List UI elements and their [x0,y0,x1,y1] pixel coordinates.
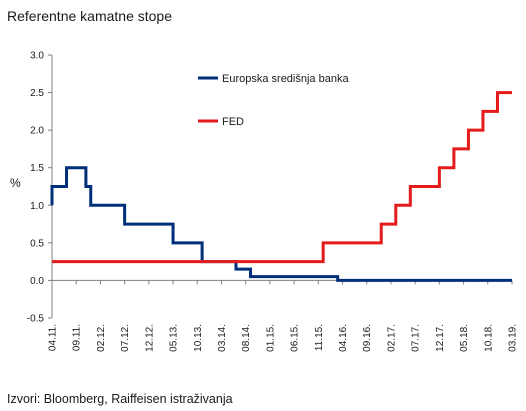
x-tick-label: 09.16. [362,324,373,352]
y-axis: 3.0 2.5 2.0 1.5 1.0 0.5 0.0 -0.5 [27,51,53,325]
x-tick-label: 04.16. [338,324,349,352]
x-tick-label: 02.12. [96,324,107,352]
legend-entry: FED [222,116,244,128]
series-layer [50,91,512,282]
x-tick-label: 12.12. [144,324,155,352]
x-tick-label: 09.11. [72,324,83,351]
y-tick-label: 2.0 [30,126,44,137]
legend-bg [193,69,351,86]
source-note: Izvori: Bloomberg, Raiffeisen istraživan… [7,392,233,406]
x-tick-label: 05.18. [459,324,470,352]
y-tick-label: 1.5 [30,163,44,174]
x-tick-label: 12.17. [435,324,446,352]
x-tick-label: 10.13. [193,324,204,352]
x-tick-label: 02.17. [386,324,397,352]
y-tick-label: 1.0 [30,201,44,212]
y-tick-label: 0.5 [30,238,44,249]
y-tick-label: -0.5 [27,314,45,325]
x-tick-label: 10.18. [483,324,494,352]
x-tick-label: 11.15. [314,324,325,351]
series-line-fed [52,91,512,264]
x-tick-label: 03.14. [217,324,228,352]
legend-bg [193,112,351,129]
y-tick-label: 3.0 [30,51,44,62]
x-tick-label: 01.15. [265,324,276,352]
x-tick-label: 05.13. [169,324,180,352]
chart-title: Referentne kamatne stope [7,8,172,24]
y-tick-label: 0.0 [30,276,44,287]
x-tick-label: 07.12. [120,324,131,352]
legend: Europska središnja banka FED [193,69,351,129]
x-tick-label: 04.11. [48,324,59,351]
x-tick-label: 08.14. [241,324,252,352]
x-axis: 04.11. 09.11. 02.12. 07.12. 12.12. 05.13. 10.1… [48,279,519,352]
series-line-ecb [50,166,512,282]
x-tick-label: 07.17. [411,324,422,352]
y-tick-label: 2.5 [30,88,44,99]
y-axis-label: % [10,176,21,190]
x-tick-label: 06.15. [290,324,301,352]
x-tick-label: 03.19. [508,324,519,352]
legend-entry: Europska središnja banka [222,73,349,85]
